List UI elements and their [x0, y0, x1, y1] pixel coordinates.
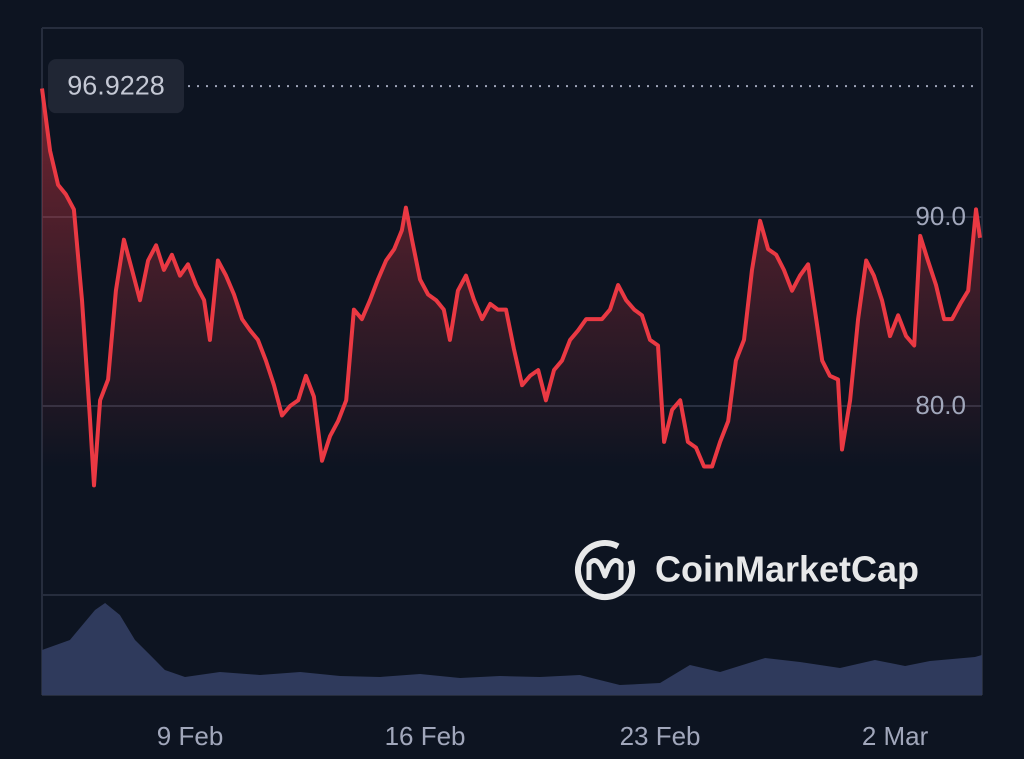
watermark-text: CoinMarketCap — [655, 549, 919, 590]
price-line — [40, 88, 982, 488]
x-tick-label: 2 Mar — [862, 721, 929, 751]
watermark: CoinMarketCap — [575, 540, 919, 600]
x-tick-label: 16 Feb — [385, 721, 466, 751]
max-label-box — [48, 59, 184, 114]
y-tick-label: 90.0 — [915, 201, 966, 231]
volume-area — [42, 603, 982, 695]
x-tick-label: 9 Feb — [157, 721, 224, 751]
x-tick-label: 23 Feb — [620, 721, 701, 751]
y-tick-label: 80.0 — [915, 390, 966, 420]
max-label: 96.9228 — [67, 70, 165, 100]
